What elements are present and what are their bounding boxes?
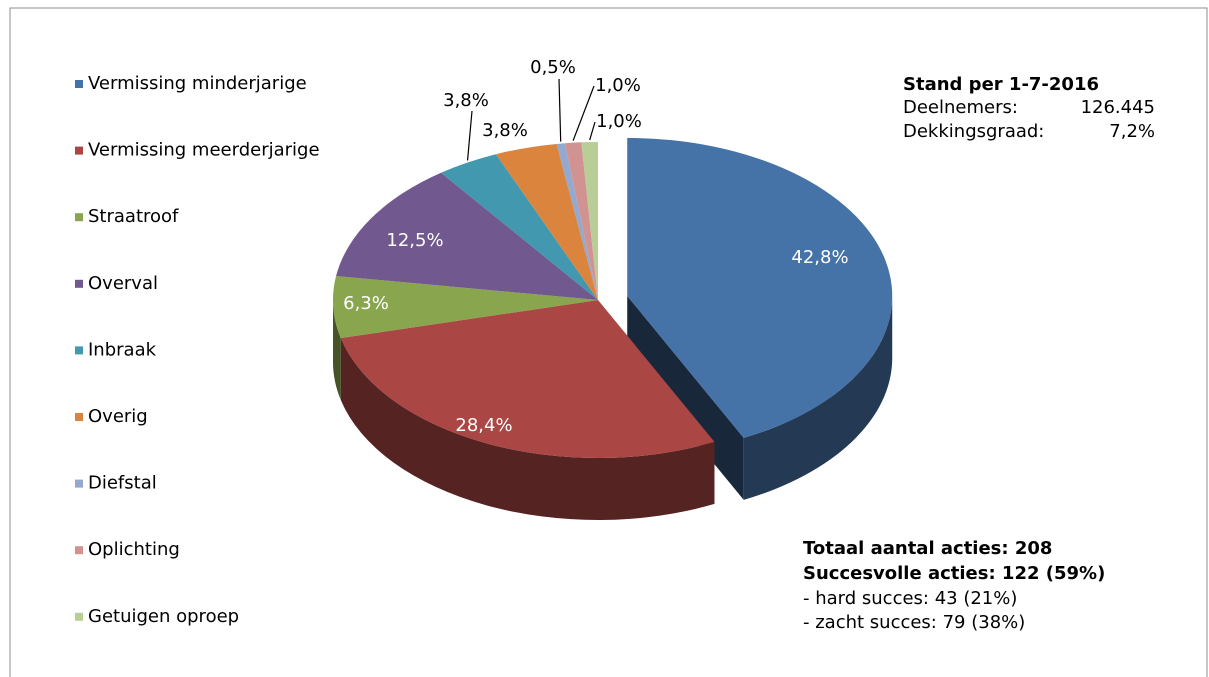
slice xyxy=(333,276,598,339)
leader-line xyxy=(572,85,595,141)
legend-swatch xyxy=(75,479,83,488)
data-label: 42,8% xyxy=(791,247,848,268)
acties-bold: Totaal aantal acties: 208 xyxy=(803,538,1052,559)
legend-swatch xyxy=(75,279,83,288)
slice-wall xyxy=(743,295,893,500)
legend-swatch xyxy=(75,346,83,355)
slice xyxy=(336,172,598,300)
data-label: 28,4% xyxy=(455,415,512,436)
leader-line xyxy=(558,78,562,142)
slice xyxy=(340,300,715,458)
legend-label: Oplichting xyxy=(88,539,180,560)
stand-label: Deelnemers: xyxy=(903,97,1018,118)
acties-block: Totaal aantal acties: 208 Succesvolle ac… xyxy=(803,538,1105,633)
leader-line xyxy=(466,110,473,161)
legend-swatch xyxy=(75,80,83,88)
legend: Vermissing minderjarige Vermissing meerde… xyxy=(75,73,320,627)
stand-title: Stand per 1-7-2016 xyxy=(903,74,1099,95)
pie-tops xyxy=(333,137,893,458)
legend-swatch xyxy=(75,146,83,155)
data-label: 1,0% xyxy=(596,111,642,132)
legend-label: Vermissing minderjarige xyxy=(88,73,307,94)
legend-swatch xyxy=(75,213,83,222)
slice xyxy=(564,142,598,300)
stand-block: Stand per 1-7-2016 Deelnemers: 126.445 D… xyxy=(903,74,1155,142)
slice xyxy=(441,154,598,300)
data-label: 12,5% xyxy=(386,230,443,251)
stand-label: Dekkingsgraad: xyxy=(903,121,1044,142)
legend-label: Straatroof xyxy=(88,206,179,227)
legend-swatch xyxy=(75,546,83,555)
data-label: 0,5% xyxy=(530,57,576,78)
data-label: 6,3% xyxy=(343,293,389,314)
data-label: 1,0% xyxy=(595,75,641,96)
slice xyxy=(495,143,598,300)
legend-label: Getuigen oproep xyxy=(88,606,239,627)
pie-walls xyxy=(333,295,893,520)
legend-swatch xyxy=(75,413,83,421)
data-label: 3,8% xyxy=(482,120,528,141)
acties-line: - zacht succes: 79 (38%) xyxy=(803,612,1025,633)
acties-bold: Succesvolle acties: 122 (59%) xyxy=(803,563,1105,584)
slice xyxy=(627,137,893,438)
leader-line xyxy=(589,121,596,141)
legend-label: Overig xyxy=(88,406,148,427)
slice-face xyxy=(627,295,744,500)
legend-swatch xyxy=(75,612,83,621)
slice xyxy=(581,142,598,300)
legend-label: Vermissing meerderjarige xyxy=(88,140,320,161)
legend-label: Inbraak xyxy=(88,339,157,360)
legend-label: Overval xyxy=(88,273,158,294)
chart-frame xyxy=(9,7,1208,677)
slice-wall xyxy=(340,338,715,520)
data-labels: 42,8% 28,4% 6,3% 12,5% 3,8% 3,8% 0,5% 1,0% 1,0% xyxy=(343,57,848,436)
acties-line: - hard succes: 43 (21%) xyxy=(803,588,1017,609)
stand-value: 126.445 xyxy=(1081,97,1155,118)
stand-value: 7,2% xyxy=(1109,121,1155,142)
slice xyxy=(556,143,598,300)
data-label: 3,8% xyxy=(443,90,489,111)
slice-wall xyxy=(333,300,341,401)
legend-label: Diefstal xyxy=(88,473,157,494)
